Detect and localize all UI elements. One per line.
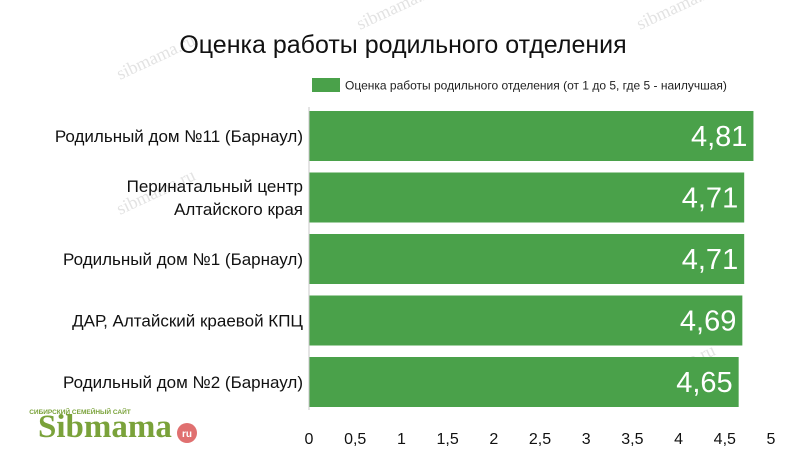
x-tick-label: 4: [674, 431, 683, 448]
logo-suffix: ru: [182, 429, 192, 440]
data-labels: 4,81 4,71 4,71 4,69 4,65: [676, 121, 747, 399]
bar: [309, 295, 743, 346]
watermark-text: sibmama.ru: [353, 0, 438, 34]
legend-entry: Оценка работы родильного отделения (от 1…: [345, 79, 727, 93]
data-label: 4,71: [682, 183, 738, 215]
category-label: Родильный дом №2 (Барнаул): [63, 373, 303, 392]
legend: Оценка работы родильного отделения (от 1…: [312, 78, 727, 93]
data-label: 4,71: [682, 244, 738, 276]
bars-group: [309, 111, 754, 407]
logo-badge: [177, 423, 197, 443]
category-label: Родильный дом №11 (Барнаул): [55, 127, 303, 146]
x-axis-ticks: 0 0,5 1 1,5 2 2,5 3 3,5 4 4,5 5: [305, 431, 776, 448]
category-labels: Родильный дом №11 (Барнаул) Перинатальный…: [55, 127, 304, 392]
x-tick-label: 1,5: [436, 431, 458, 448]
logo-brand: Sibmama: [38, 409, 172, 445]
data-label: 4,65: [676, 367, 732, 399]
x-tick-label: 0,5: [344, 431, 366, 448]
category-label: Перинатальный центр: [127, 177, 303, 196]
x-tick-label: 5: [767, 431, 776, 448]
data-label: 4,81: [691, 121, 747, 153]
x-tick-label: 4,5: [714, 431, 736, 448]
logo-tagline: СИБИРСКИЙ СЕМЕЙНЫЙ САЙТ: [29, 407, 131, 416]
bar: [309, 234, 745, 284]
legend-swatch: [312, 78, 340, 92]
category-label: Алтайского края: [174, 200, 303, 219]
chart-title: Оценка работы родильного отделения: [179, 31, 626, 59]
x-tick-label: 0: [305, 431, 314, 448]
category-label: ДАР, Алтайский краевой КПЦ: [72, 312, 303, 331]
x-tick-label: 2,5: [529, 431, 551, 448]
bar: [309, 357, 739, 407]
bar: [309, 111, 754, 161]
x-tick-label: 3,5: [621, 431, 643, 448]
x-tick-label: 2: [489, 431, 498, 448]
x-tick-label: 3: [582, 431, 591, 448]
category-label: Родильный дом №1 (Барнаул): [63, 250, 303, 269]
x-tick-label: 1: [397, 431, 406, 448]
watermark-text: sibmama.ru: [633, 0, 718, 34]
logo: СИБИРСКИЙ СЕМЕЙНЫЙ САЙТ Sibmama ru: [29, 407, 197, 445]
data-label: 4,69: [680, 306, 736, 338]
bar: [309, 172, 745, 223]
